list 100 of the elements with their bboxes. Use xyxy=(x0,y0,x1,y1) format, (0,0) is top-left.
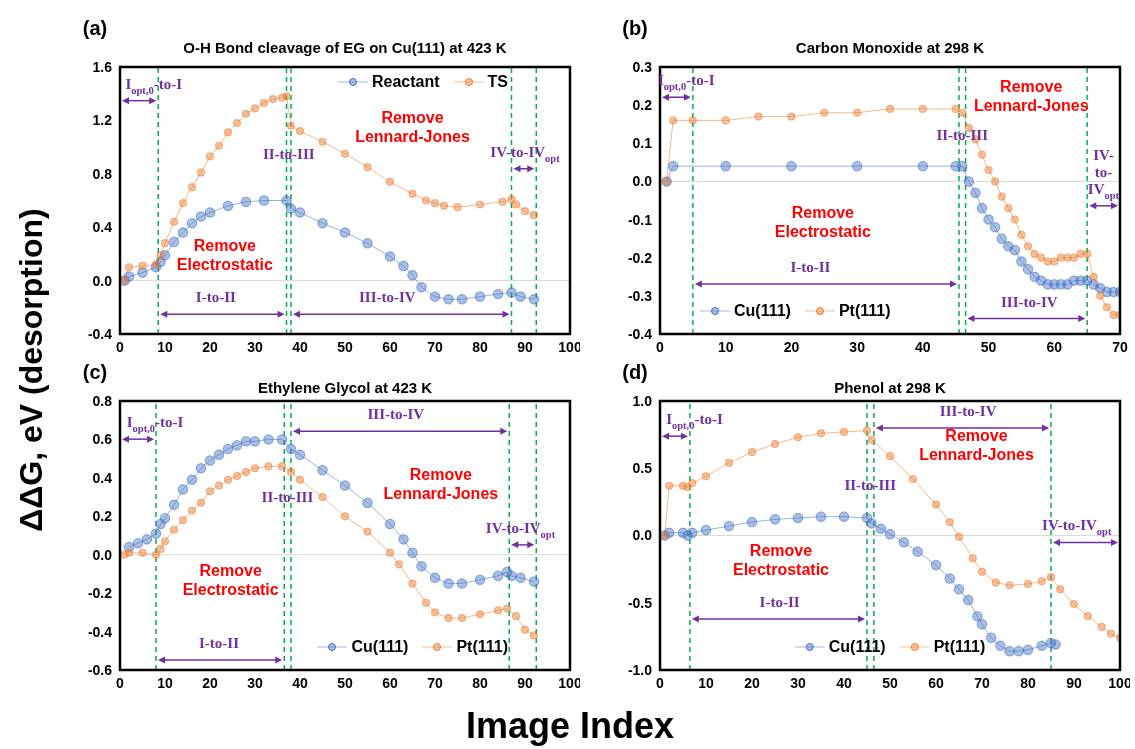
point xyxy=(259,98,269,108)
point xyxy=(416,281,427,293)
point xyxy=(363,163,372,172)
x-tick-label: 50 xyxy=(337,674,353,691)
point xyxy=(700,524,712,536)
point xyxy=(408,579,417,588)
y-tick-label: 0.8 xyxy=(92,392,113,409)
point xyxy=(977,150,987,159)
point xyxy=(177,484,189,495)
point xyxy=(1023,579,1033,589)
point xyxy=(443,293,454,305)
annotation: III-to-IV xyxy=(367,406,425,423)
x-tick-label: 70 xyxy=(1112,338,1128,355)
point xyxy=(186,474,198,486)
point xyxy=(286,467,296,477)
annotation: Remove Lennard-Jones xyxy=(919,427,1034,464)
point xyxy=(258,195,270,206)
point xyxy=(1030,249,1039,258)
point xyxy=(159,512,171,524)
point xyxy=(918,104,927,114)
x-tick-label: 60 xyxy=(928,674,944,691)
point xyxy=(151,260,161,269)
point xyxy=(507,195,516,204)
point xyxy=(457,614,467,623)
point xyxy=(995,640,1006,652)
x-tick-label: 90 xyxy=(517,674,533,691)
y-tick-label: -0.1 xyxy=(627,211,653,228)
x-tick-label: 40 xyxy=(292,674,308,691)
x-tick-label: 10 xyxy=(717,338,734,355)
point xyxy=(223,475,233,484)
point xyxy=(204,207,216,218)
x-tick-label: 80 xyxy=(472,338,488,355)
point xyxy=(686,527,698,539)
point xyxy=(421,196,431,205)
chart-title: Phenol at 298 K xyxy=(834,379,947,396)
point xyxy=(954,532,964,541)
point xyxy=(160,537,170,546)
point xyxy=(285,203,297,214)
y-tick-label: 0.0 xyxy=(92,546,113,563)
point xyxy=(884,528,896,540)
point xyxy=(1022,644,1034,656)
x-tick-label: 50 xyxy=(337,338,353,355)
point xyxy=(429,572,441,584)
point xyxy=(1069,600,1079,609)
point xyxy=(1017,230,1026,239)
point xyxy=(898,536,910,548)
point xyxy=(997,192,1006,201)
point xyxy=(362,497,373,509)
annotation: IV-to-IV$_{opt}$ xyxy=(485,520,556,540)
point xyxy=(944,573,956,584)
point xyxy=(340,512,350,521)
point xyxy=(286,121,296,130)
text: (d) xyxy=(622,361,648,383)
point xyxy=(1036,640,1048,652)
annotation: I-to-II xyxy=(195,289,237,306)
point xyxy=(124,263,134,272)
y-axis-title: ΔΔG, eV (desorption) xyxy=(13,208,50,532)
point xyxy=(688,478,697,488)
annotation: II-to-III xyxy=(262,146,315,163)
point xyxy=(205,152,215,161)
annotation: III-to-IV xyxy=(939,403,997,420)
y-tick-label: 0.4 xyxy=(92,219,113,236)
x-tick-label: 30 xyxy=(247,674,263,691)
point xyxy=(276,434,288,445)
y-tick-label: -0.4 xyxy=(87,325,113,342)
point xyxy=(1063,253,1072,262)
point xyxy=(976,618,988,630)
point xyxy=(250,104,260,113)
point xyxy=(1050,639,1061,650)
point xyxy=(977,567,987,576)
point xyxy=(989,221,1001,233)
point xyxy=(511,612,521,621)
point xyxy=(867,435,876,445)
y-tick-label: -0.4 xyxy=(87,623,113,640)
x-tick-label: 90 xyxy=(517,338,533,355)
x-tick-label: 30 xyxy=(790,674,806,691)
y-tick-label: -0.2 xyxy=(627,249,653,266)
point xyxy=(815,511,827,522)
point xyxy=(515,572,526,584)
point xyxy=(132,537,144,549)
y-tick-label: 0.1 xyxy=(632,135,653,152)
annotation: Remove Electrostatic xyxy=(176,237,273,274)
point xyxy=(968,554,977,563)
point xyxy=(178,516,188,525)
point xyxy=(318,492,327,502)
x-tick-label: 60 xyxy=(382,338,398,355)
x-axis-title: Image Index xyxy=(465,704,675,746)
point xyxy=(853,108,862,117)
point xyxy=(138,261,147,271)
point xyxy=(439,201,449,210)
point xyxy=(160,239,170,248)
chart-title: O-H Bond cleavage of EG on Cu(111) at 423 K xyxy=(183,39,507,56)
annotation: Remove Lennard-Jones xyxy=(383,466,499,503)
x-tick-label: 60 xyxy=(1046,338,1063,355)
x-tick-label: 20 xyxy=(783,338,800,355)
point xyxy=(429,291,441,302)
x-tick-label: 20 xyxy=(744,674,760,691)
legend-label: Pt(111) xyxy=(456,638,508,656)
point xyxy=(214,141,224,150)
y-tick-label: -0.2 xyxy=(87,585,113,602)
